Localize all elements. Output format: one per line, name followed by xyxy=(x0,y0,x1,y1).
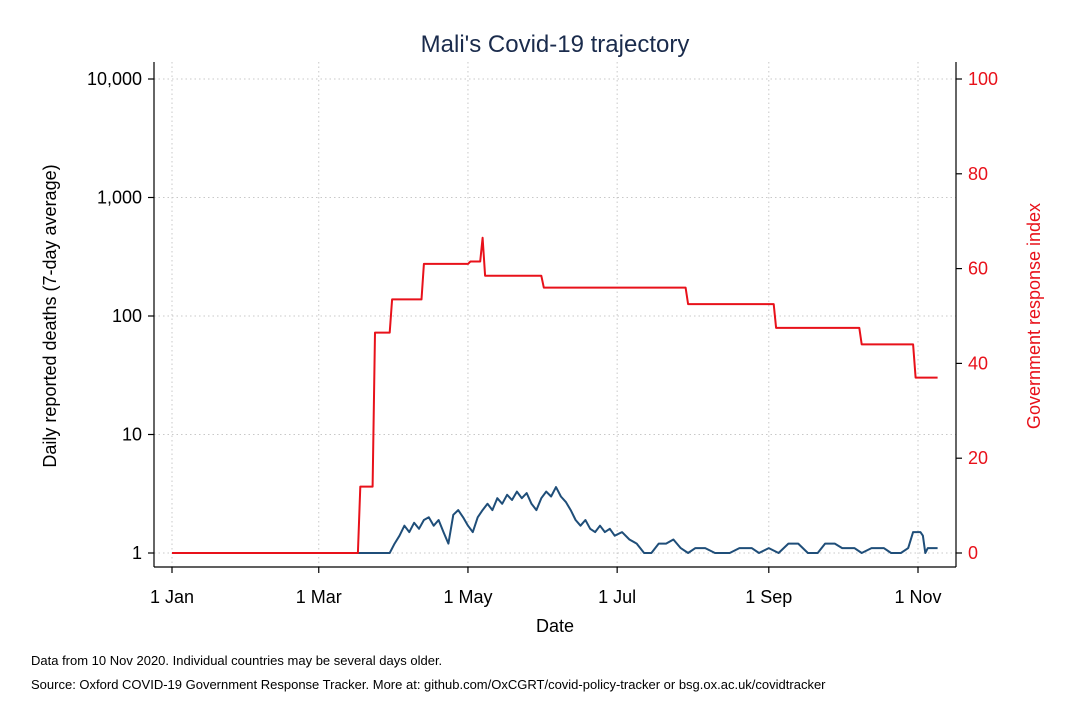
y-right-tick-label: 60 xyxy=(968,259,988,279)
response-index-line xyxy=(172,236,938,554)
x-tick-label: 1 May xyxy=(443,587,492,607)
x-tick-label: 1 Jul xyxy=(598,587,636,607)
y-left-tick-label: 10 xyxy=(122,425,142,445)
x-tick-label: 1 Mar xyxy=(296,587,342,607)
y-left-tick-label: 100 xyxy=(112,306,142,326)
y-right-tick-label: 100 xyxy=(968,69,998,89)
y-axis-right-label: Government response index xyxy=(1024,203,1044,429)
y-left-tick-label: 1 xyxy=(132,543,142,563)
y-left-tick-label: 10,000 xyxy=(87,69,142,89)
x-tick-label: 1 Nov xyxy=(894,587,941,607)
tick-labels: 1 10 100 1,000 10,000 0 20 40 60 80 100 1 Jan 1 Mar 1… xyxy=(87,69,998,607)
y-left-tick-label: 1,000 xyxy=(97,188,142,208)
y-right-tick-label: 0 xyxy=(968,543,978,563)
x-tick-label: 1 Jan xyxy=(150,587,194,607)
footnote-data-date: Data from 10 Nov 2020. Individual countr… xyxy=(31,653,443,668)
x-tick-label: 1 Sep xyxy=(745,587,792,607)
chart: Mali's Covid-19 trajectory 1 10 100 1,000 10… xyxy=(40,31,1044,636)
footnote-source: Source: Oxford COVID-19 Government Respo… xyxy=(31,677,826,692)
series-lines xyxy=(172,236,938,554)
x-axis-label: Date xyxy=(536,616,574,636)
y-axis-left-label: Daily reported deaths (7-day average) xyxy=(40,164,60,467)
y-right-tick-label: 40 xyxy=(968,353,988,373)
y-right-tick-label: 20 xyxy=(968,448,988,468)
y-right-tick-label: 80 xyxy=(968,164,988,184)
axes xyxy=(148,62,962,573)
deaths-line xyxy=(172,486,938,554)
grid-lines xyxy=(154,62,956,567)
chart-title: Mali's Covid-19 trajectory xyxy=(421,31,690,58)
